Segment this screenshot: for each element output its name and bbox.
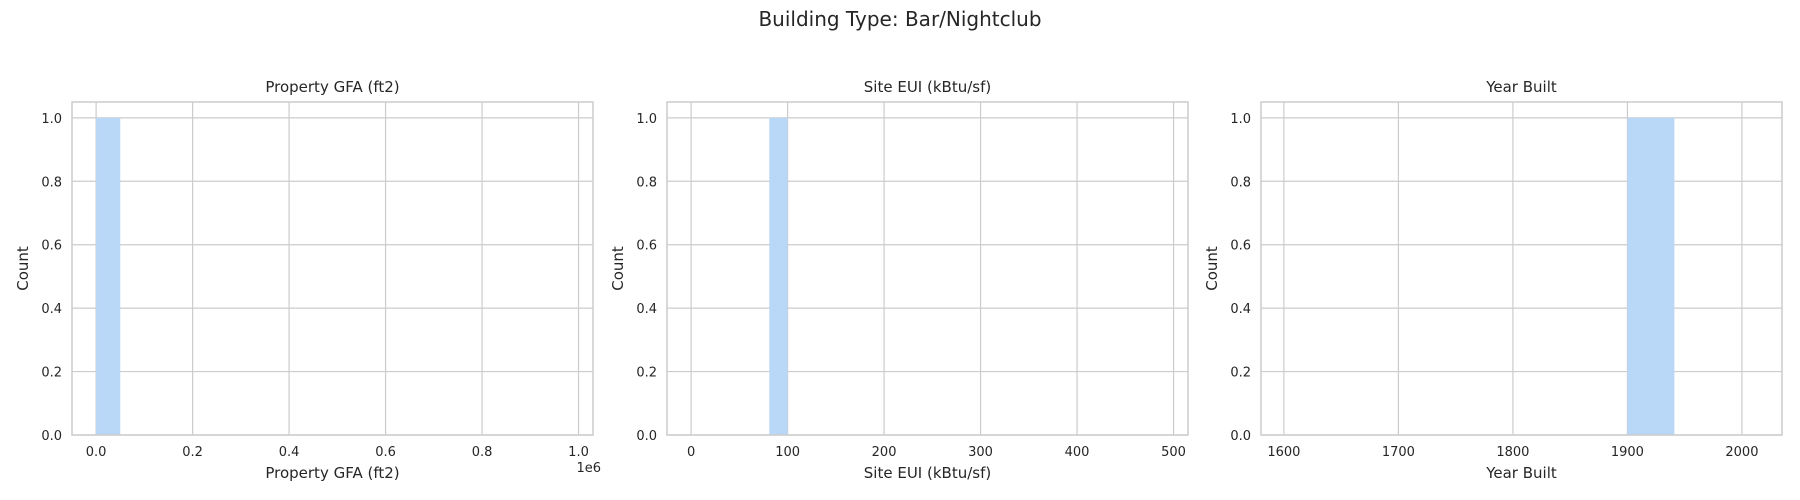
y-tick-label: 1.0 (1230, 112, 1251, 127)
y-axis-label: Count (1203, 246, 1221, 291)
x-tick-label: 2000 (1725, 445, 1758, 460)
axes-frame (1260, 101, 1783, 436)
x-tick-label: 1900 (1611, 445, 1644, 460)
y-tick-label: 0.4 (1230, 302, 1251, 317)
x-tick-label: 0.4 (279, 445, 300, 460)
subplot-title: Site EUI (kBtu/sf) (864, 78, 991, 96)
y-tick-label: 0.6 (636, 239, 657, 254)
subplot-title: Year Built (1485, 78, 1557, 96)
y-tick-label: 0.6 (41, 239, 62, 254)
axes-frame (71, 101, 594, 436)
x-tick-label: 0.8 (472, 445, 493, 460)
x-axis-label: Site EUI (kBtu/sf) (864, 464, 991, 482)
x-tick-label: 1700 (1382, 445, 1415, 460)
y-tick-label: 1.0 (41, 112, 62, 127)
x-tick-label: 400 (1065, 445, 1090, 460)
subplot-3: 0.0 0.2 0.4 0.6 0.8 1.0 1600 1700 1800 1900 2000 Ye… (1203, 78, 1783, 482)
histogram-bar (769, 117, 788, 435)
y-tick-label: 0.8 (636, 175, 657, 190)
subplot-1: 0.0 0.2 0.4 0.6 0.8 1.0 0.0 0.2 0.4 0.6 0.8 1.0 Prop… (14, 78, 601, 482)
x-axis-label: Property GFA (ft2) (265, 464, 399, 482)
x-tick-label: 0.0 (86, 445, 107, 460)
x-tick-label: 1600 (1267, 445, 1300, 460)
x-axis-label: Year Built (1485, 464, 1557, 482)
x-tick-label: 300 (968, 445, 993, 460)
subplot-title: Property GFA (ft2) (265, 78, 399, 96)
y-tick-label: 0.8 (41, 175, 62, 190)
y-tick-label: 0.0 (636, 429, 657, 444)
y-tick-label: 1.0 (636, 112, 657, 127)
x-tick-label: 500 (1161, 445, 1186, 460)
x-tick-label: 0 (687, 445, 695, 460)
histogram-bar (1627, 117, 1675, 435)
axes-frame (666, 101, 1189, 436)
y-tick-label: 0.0 (41, 429, 62, 444)
y-axis-label: Count (609, 246, 627, 291)
y-tick-label: 0.2 (41, 366, 62, 381)
y-axis-label: Count (14, 246, 32, 291)
y-tick-label: 0.6 (1230, 239, 1251, 254)
x-tick-label: 1800 (1496, 445, 1529, 460)
axis-offset-text: 1e6 (576, 461, 601, 476)
figure-suptitle: Building Type: Bar/Nightclub (758, 7, 1041, 31)
x-tick-label: 0.2 (182, 445, 203, 460)
y-tick-label: 0.2 (1230, 366, 1251, 381)
y-tick-label: 0.4 (636, 302, 657, 317)
y-tick-label: 0.0 (1230, 429, 1251, 444)
x-tick-label: 0.6 (375, 445, 396, 460)
x-tick-label: 100 (775, 445, 800, 460)
y-tick-label: 0.2 (636, 366, 657, 381)
histogram-bar (96, 117, 121, 435)
subplot-2: 0.0 0.2 0.4 0.6 0.8 1.0 0 100 200 300 400 500 Site E… (609, 78, 1189, 482)
y-tick-label: 0.8 (1230, 175, 1251, 190)
x-tick-label: 200 (872, 445, 897, 460)
y-tick-label: 0.4 (41, 302, 62, 317)
x-tick-label: 1.0 (568, 445, 589, 460)
